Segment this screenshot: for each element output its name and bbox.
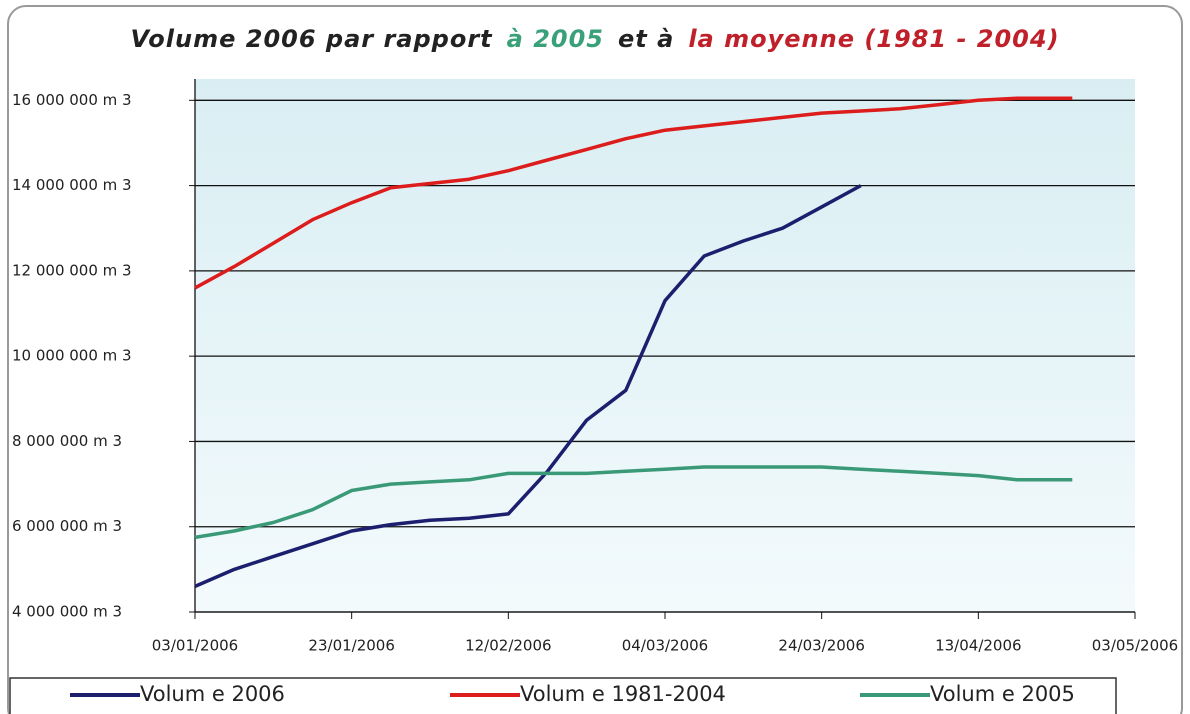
chart-title: Volume 2006 par rapport à 2005 et à la moye…	[130, 25, 1059, 53]
y-tick-label: 10 000 000 m 3	[12, 347, 132, 365]
y-tick-label: 4 000 000 m 3	[12, 603, 122, 621]
series-line	[194, 465, 1073, 540]
x-tick-label: 23/01/2006	[308, 637, 394, 655]
x-tick-label: 03/01/2006	[152, 637, 238, 655]
title: Volume 2006 par rapport à 2005 et à la moye…	[130, 25, 1059, 53]
y-tick-label: 6 000 000 m 3	[12, 517, 122, 535]
legend-label: Volum e 1981-2004	[520, 682, 726, 706]
y-tick-label: 14 000 000 m 3	[12, 176, 132, 194]
legend-label: Volum e 2006	[140, 682, 285, 706]
title-part: à 2005	[507, 25, 604, 53]
y-tick-label: 8 000 000 m 3	[12, 432, 122, 450]
legend-label: Volum e 2005	[930, 682, 1075, 706]
legend-box	[9, 677, 1117, 714]
x-tick-label: 12/02/2006	[465, 637, 551, 655]
title-part: et à	[618, 25, 674, 53]
title-part: Volume 2006 par rapport	[130, 25, 493, 53]
y-tick-label: 12 000 000 m 3	[12, 261, 132, 279]
series-line	[194, 96, 1073, 290]
series-line	[194, 184, 862, 589]
title-part: la moyenne (1981 - 2004)	[688, 25, 1059, 53]
y-tick-label: 16 000 000 m 3	[12, 91, 132, 109]
x-tick-label: 04/03/2006	[622, 637, 708, 655]
plot-area	[195, 79, 1135, 612]
x-tick-label: 13/04/2006	[935, 637, 1021, 655]
x-tick-label: 03/05/2006	[1092, 637, 1178, 655]
x-tick-label: 24/03/2006	[778, 637, 864, 655]
